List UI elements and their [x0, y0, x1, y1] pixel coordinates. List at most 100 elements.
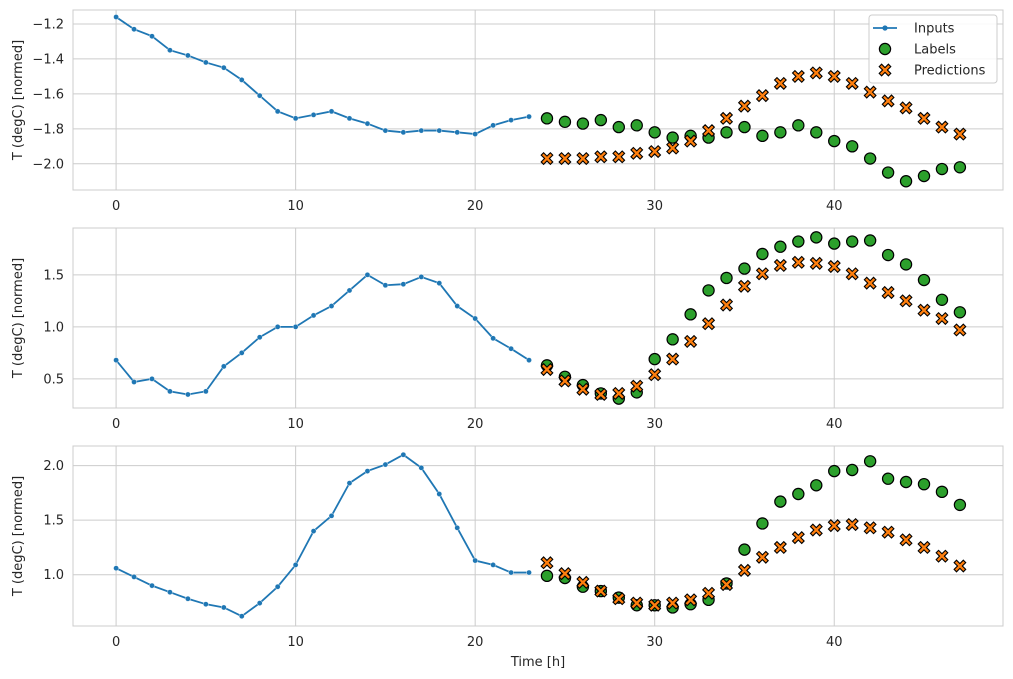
x-tick-label: 10: [287, 635, 304, 650]
prediction-point: [773, 76, 787, 90]
inputs-point: [508, 117, 514, 123]
label-point: [917, 169, 931, 183]
legend-entry-predictions: Predictions: [878, 63, 986, 79]
inputs-point: [364, 468, 371, 474]
label-point: [774, 126, 787, 139]
inputs-point: [167, 589, 173, 595]
y-tick-label: −2.0: [32, 157, 64, 172]
label-point: [756, 517, 769, 530]
prediction-point: [701, 317, 716, 331]
y-tick-label: −1.8: [32, 122, 64, 137]
prediction-point: [648, 144, 662, 159]
subplot-2: 0 10 20 30 40 0.5 1.0 1.5 T (degC) [normed]: [11, 227, 1004, 432]
label-point: [792, 119, 805, 132]
y-axis-label: T (degC) [normed]: [11, 40, 26, 161]
inputs-point: [454, 129, 461, 136]
y-tick-label: −1.6: [32, 87, 64, 102]
prediction-point: [684, 593, 698, 607]
prediction-point: [845, 517, 859, 532]
label-point: [756, 129, 769, 143]
inputs-point: [328, 108, 335, 115]
axes-frame: [72, 445, 1004, 627]
inputs-point: [310, 312, 317, 319]
inputs-point: [256, 600, 263, 606]
inputs-point: [292, 324, 299, 330]
label-point: [935, 485, 949, 499]
prediction-point: [648, 598, 662, 612]
inputs-point: [400, 129, 407, 136]
label-point: [810, 479, 823, 492]
inputs-point: [364, 272, 371, 278]
prediction-point: [845, 267, 859, 281]
prediction-point: [845, 76, 859, 90]
label-point: [774, 495, 787, 508]
grid: [73, 228, 1003, 408]
prediction-point: [719, 111, 734, 125]
prediction-point: [953, 323, 967, 337]
label-point: [756, 247, 769, 261]
inputs-point: [346, 115, 353, 122]
label-point: [594, 113, 608, 127]
subplots: 0 10 20 30 40 −2.0 −1.8 −1.6 −1.4 −1.2 T (degC) [n…: [11, 9, 1004, 670]
inputs-point: [274, 324, 281, 330]
inputs-point: [454, 303, 461, 309]
prediction-point: [648, 368, 662, 382]
legend-x-icon: [878, 63, 892, 77]
prediction-point: [558, 567, 572, 581]
y-tick-label: 1.0: [43, 568, 64, 583]
inputs-point: [490, 562, 496, 568]
label-point: [935, 293, 949, 306]
inputs-point: [203, 388, 209, 395]
label-point: [845, 140, 859, 153]
prediction-point: [576, 382, 590, 396]
legend-label: Inputs: [914, 22, 955, 37]
label-point: [845, 463, 859, 477]
prediction-point: [863, 521, 877, 535]
inputs-point: [526, 357, 532, 363]
subplot-1: 0 10 20 30 40 −2.0 −1.8 −1.6 −1.4 −1.2 T (degC) [n…: [11, 9, 1004, 214]
y-axis-label: T (degC) [normed]: [11, 476, 26, 597]
inputs-point: [203, 59, 209, 66]
inputs-line: [115, 16, 530, 136]
prediction-point: [953, 127, 967, 141]
inputs-point: [113, 357, 119, 363]
inputs-point: [436, 127, 443, 134]
inputs-point: [364, 120, 371, 127]
label-point: [576, 117, 590, 130]
inputs-point: [149, 376, 155, 382]
inputs-point: [454, 525, 461, 531]
label-point: [540, 569, 554, 583]
prediction-point: [737, 99, 752, 113]
inputs-point: [508, 345, 514, 352]
x-tick-label: 0: [112, 199, 120, 214]
y-axis-label: T (degC) [normed]: [11, 258, 26, 379]
prediction-point: [791, 255, 805, 269]
axes-frame: [72, 9, 1004, 191]
legend-entry-labels: Labels: [878, 42, 956, 58]
prediction-point: [684, 134, 698, 148]
x-tick-label: 20: [467, 417, 484, 432]
prediction-point: [719, 577, 734, 592]
prediction-point: [612, 150, 626, 164]
label-point: [953, 498, 967, 512]
label-point: [828, 134, 841, 148]
legend-circle-icon: [878, 42, 892, 56]
inputs-point: [113, 14, 119, 20]
prediction-point: [594, 584, 608, 598]
label-point: [845, 235, 859, 248]
prediction-point: [576, 575, 590, 589]
x-tick-label: 0: [112, 417, 120, 432]
label-point: [953, 161, 967, 174]
series-inputs: [113, 272, 532, 398]
inputs-point: [238, 77, 245, 83]
label-point: [828, 464, 841, 478]
prediction-point: [755, 267, 769, 281]
prediction-point: [612, 386, 626, 401]
label-point: [612, 120, 625, 134]
label-point: [828, 237, 841, 250]
inputs-point: [382, 461, 389, 468]
x-tick-label: 40: [826, 635, 843, 650]
inputs-point: [382, 127, 389, 134]
prediction-point: [899, 294, 913, 308]
prediction-point: [719, 298, 734, 312]
